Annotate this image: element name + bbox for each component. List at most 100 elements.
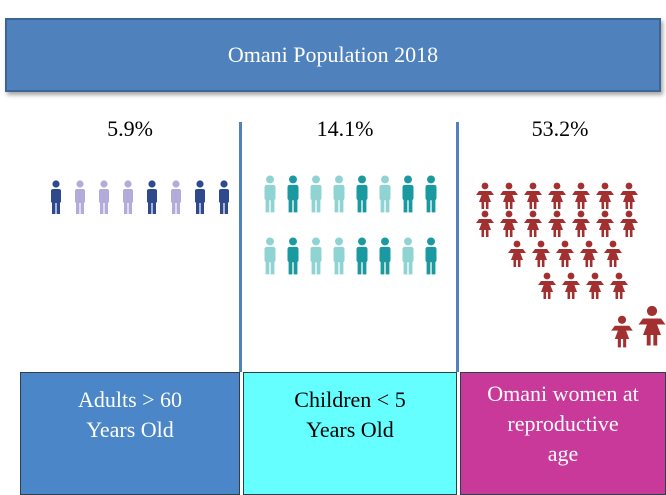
label-line: Omani women at <box>487 381 639 406</box>
icon-part <box>339 199 344 213</box>
icon-part <box>646 335 651 346</box>
icon-part <box>553 210 561 218</box>
icon-part <box>100 180 108 188</box>
icon-part <box>356 184 368 201</box>
icon-part <box>623 339 627 348</box>
icon-part <box>572 219 590 223</box>
icon-part <box>219 189 229 203</box>
icon-part <box>427 237 435 246</box>
icon-part <box>607 252 619 260</box>
icon-part <box>402 184 414 201</box>
icon-part <box>529 202 533 209</box>
icon-part <box>104 202 108 214</box>
icon-part <box>425 246 437 263</box>
icon-part <box>580 249 598 253</box>
icon-part <box>51 189 61 203</box>
icon-part <box>200 202 204 214</box>
icon-part <box>404 237 412 246</box>
icon-part <box>577 182 585 190</box>
icon-part <box>623 194 635 202</box>
icon-part <box>517 260 521 267</box>
icon-part <box>617 315 627 324</box>
icon-part <box>615 292 619 299</box>
icon-part <box>615 272 623 280</box>
icon-part <box>596 191 614 195</box>
icon-part <box>426 261 431 275</box>
label-line: age <box>547 441 579 466</box>
icon-part <box>533 202 537 209</box>
icon-part <box>385 199 390 213</box>
icon-part <box>561 240 569 248</box>
icon-part <box>505 182 513 190</box>
icon-part <box>358 175 366 184</box>
icon-part <box>601 202 605 209</box>
icon-part <box>358 237 366 246</box>
icon-part <box>289 175 297 184</box>
icon-part <box>335 237 343 246</box>
icon-part <box>379 184 391 201</box>
icon-part <box>333 246 345 263</box>
icon-part <box>265 261 270 275</box>
icon-part <box>476 219 494 223</box>
icon-part <box>266 175 274 184</box>
icon-part <box>571 292 575 299</box>
icon-part <box>610 281 628 285</box>
icon-part <box>557 230 561 237</box>
icon-part <box>485 230 489 237</box>
icon-part <box>385 261 390 275</box>
icon-part <box>426 199 431 213</box>
icon-part <box>289 237 297 246</box>
icon-part <box>601 230 605 237</box>
icon-part <box>629 202 633 209</box>
icon-part <box>408 261 413 275</box>
icon-part <box>312 175 320 184</box>
icon-part <box>479 194 491 202</box>
icon-part <box>431 261 436 275</box>
icon-part <box>99 189 109 203</box>
icon-part <box>335 175 343 184</box>
icon-part <box>316 261 321 275</box>
icon-part <box>481 182 489 190</box>
icon-part <box>513 240 521 248</box>
icon-part <box>599 194 611 202</box>
icon-part <box>485 202 489 209</box>
icon-part <box>196 202 200 214</box>
icon-part <box>567 272 575 280</box>
icon-part <box>220 202 224 214</box>
percent: 14.1% <box>316 116 374 141</box>
icon-part <box>403 199 408 213</box>
icon-part <box>575 222 587 230</box>
icon-part <box>503 194 515 202</box>
icon-part <box>288 199 293 213</box>
icon-part <box>403 261 408 275</box>
icon-part <box>172 180 180 188</box>
divider <box>456 122 459 372</box>
icon-part <box>425 184 437 201</box>
label-line: Years Old <box>86 417 174 442</box>
icon-part <box>532 249 550 253</box>
icon-part <box>548 191 566 195</box>
icon-part <box>152 202 156 214</box>
icon-part <box>56 202 60 214</box>
icon-part <box>605 230 609 237</box>
icon-part <box>75 189 85 203</box>
icon-part <box>333 184 345 201</box>
title-bar: Omani Population 2018 <box>5 18 661 92</box>
icon-part <box>543 272 551 280</box>
icon-part <box>287 184 299 201</box>
icon-part <box>264 246 276 263</box>
icon-part <box>270 261 275 275</box>
icon-part <box>529 182 537 190</box>
icon-part <box>431 199 436 213</box>
icon-part <box>629 230 633 237</box>
icon-part <box>220 180 228 188</box>
icon-part <box>264 184 276 201</box>
icon-part <box>599 222 611 230</box>
icon-part <box>380 199 385 213</box>
icon-part <box>646 305 658 317</box>
icon-part <box>270 199 275 213</box>
icon-part <box>357 261 362 275</box>
percent: 5.9% <box>107 116 153 141</box>
icon-part <box>381 237 389 246</box>
icon-part <box>503 222 515 230</box>
